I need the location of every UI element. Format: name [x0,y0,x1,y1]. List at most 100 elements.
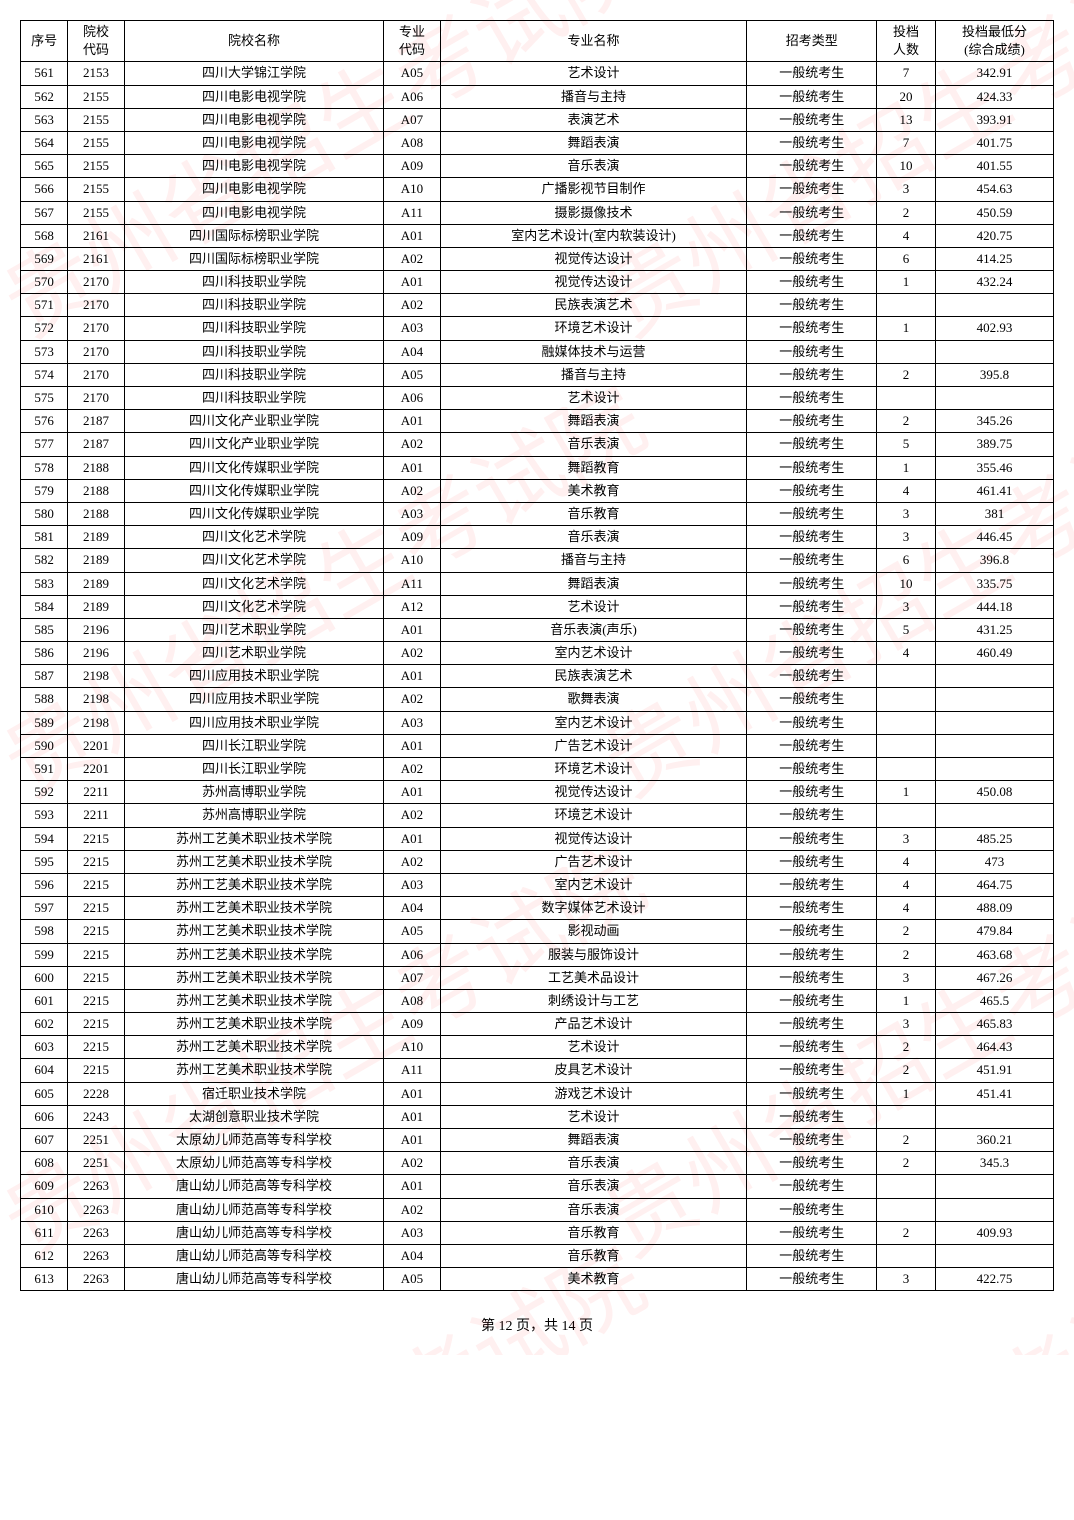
cell-school: 苏州高博职业学院 [124,804,383,827]
cell-name: 表演艺术 [440,108,747,131]
cell-count [877,1244,936,1267]
cell-seq: 583 [21,572,68,595]
cell-score: 422.75 [936,1268,1054,1291]
cell-score: 451.91 [936,1059,1054,1082]
cell-name: 室内艺术设计 [440,873,747,896]
cell-score: 420.75 [936,224,1054,247]
cell-type: 一般统考生 [747,410,877,433]
cell-count [877,734,936,757]
table-row: 5642155四川电影电视学院A08舞蹈表演一般统考生7401.75 [21,131,1054,154]
cell-code: 2198 [68,711,125,734]
cell-seq: 564 [21,131,68,154]
cell-name: 播音与主持 [440,549,747,572]
cell-score: 395.8 [936,363,1054,386]
cell-school: 四川文化传媒职业学院 [124,456,383,479]
col-count: 投档人数 [877,21,936,62]
cell-type: 一般统考生 [747,363,877,386]
cell-score: 464.75 [936,873,1054,896]
cell-school: 四川应用技术职业学院 [124,711,383,734]
cell-maj: A06 [384,85,441,108]
cell-name: 融媒体技术与运营 [440,340,747,363]
cell-type: 一般统考生 [747,642,877,665]
admissions-table: 序号 院校代码 院校名称 专业代码 专业名称 招考类型 投档人数 投档最低分(综… [20,20,1054,1291]
cell-school: 唐山幼儿师范高等专科学校 [124,1175,383,1198]
cell-score [936,688,1054,711]
cell-name: 美术教育 [440,479,747,502]
cell-type: 一般统考生 [747,201,877,224]
cell-maj: A01 [384,410,441,433]
cell-school: 太原幼儿师范高等专科学校 [124,1152,383,1175]
cell-name: 广播影视节目制作 [440,178,747,201]
cell-school: 四川文化传媒职业学院 [124,479,383,502]
cell-school: 苏州工艺美术职业技术学院 [124,1036,383,1059]
cell-score [936,1175,1054,1198]
cell-type: 一般统考生 [747,1105,877,1128]
cell-score: 345.3 [936,1152,1054,1175]
col-name: 专业名称 [440,21,747,62]
cell-name: 舞蹈表演 [440,1129,747,1152]
cell-name: 环境艺术设计 [440,758,747,781]
cell-seq: 593 [21,804,68,827]
cell-type: 一般统考生 [747,1129,877,1152]
cell-school: 苏州工艺美术职业技术学院 [124,897,383,920]
cell-type: 一般统考生 [747,688,877,711]
cell-seq: 607 [21,1129,68,1152]
cell-score: 401.75 [936,131,1054,154]
table-row: 5962215苏州工艺美术职业技术学院A03室内艺术设计一般统考生4464.75 [21,873,1054,896]
cell-score: 473 [936,850,1054,873]
cell-seq: 588 [21,688,68,711]
cell-count: 10 [877,155,936,178]
cell-code: 2155 [68,155,125,178]
cell-seq: 574 [21,363,68,386]
cell-count: 2 [877,1059,936,1082]
col-maj: 专业代码 [384,21,441,62]
cell-school: 四川国际标榜职业学院 [124,247,383,270]
cell-seq: 601 [21,989,68,1012]
cell-name: 室内艺术设计 [440,642,747,665]
cell-name: 视觉传达设计 [440,827,747,850]
cell-score: 461.41 [936,479,1054,502]
cell-count: 2 [877,201,936,224]
cell-code: 2170 [68,317,125,340]
cell-school: 太湖创意职业技术学院 [124,1105,383,1128]
cell-score: 360.21 [936,1129,1054,1152]
cell-type: 一般统考生 [747,178,877,201]
cell-seq: 589 [21,711,68,734]
cell-code: 2215 [68,920,125,943]
cell-name: 音乐教育 [440,1244,747,1267]
cell-maj: A02 [384,247,441,270]
table-row: 5902201四川长江职业学院A01广告艺术设计一般统考生 [21,734,1054,757]
cell-name: 音乐表演 [440,1198,747,1221]
cell-score [936,804,1054,827]
cell-name: 服装与服饰设计 [440,943,747,966]
table-row: 6062243太湖创意职业技术学院A01艺术设计一般统考生 [21,1105,1054,1128]
cell-maj: A01 [384,1082,441,1105]
cell-school: 苏州工艺美术职业技术学院 [124,966,383,989]
cell-name: 环境艺术设计 [440,804,747,827]
cell-maj: A01 [384,224,441,247]
cell-maj: A01 [384,734,441,757]
cell-maj: A02 [384,479,441,502]
table-row: 5932211苏州高博职业学院A02环境艺术设计一般统考生 [21,804,1054,827]
table-row: 5692161四川国际标榜职业学院A02视觉传达设计一般统考生6414.25 [21,247,1054,270]
cell-school: 四川科技职业学院 [124,271,383,294]
cell-school: 四川应用技术职业学院 [124,665,383,688]
cell-maj: A01 [384,665,441,688]
cell-type: 一般统考生 [747,294,877,317]
cell-code: 2215 [68,943,125,966]
cell-name: 数字媒体艺术设计 [440,897,747,920]
cell-code: 2215 [68,873,125,896]
table-row: 5922211苏州高博职业学院A01视觉传达设计一般统考生1450.08 [21,781,1054,804]
cell-name: 民族表演艺术 [440,294,747,317]
cell-count: 3 [877,1013,936,1036]
cell-code: 2201 [68,734,125,757]
cell-code: 2251 [68,1129,125,1152]
table-row: 5822189四川文化艺术学院A10播音与主持一般统考生6396.8 [21,549,1054,572]
cell-count: 2 [877,920,936,943]
cell-count [877,804,936,827]
cell-score: 463.68 [936,943,1054,966]
cell-school: 苏州工艺美术职业技术学院 [124,989,383,1012]
cell-name: 艺术设计 [440,1036,747,1059]
cell-school: 四川科技职业学院 [124,340,383,363]
cell-code: 2215 [68,897,125,920]
